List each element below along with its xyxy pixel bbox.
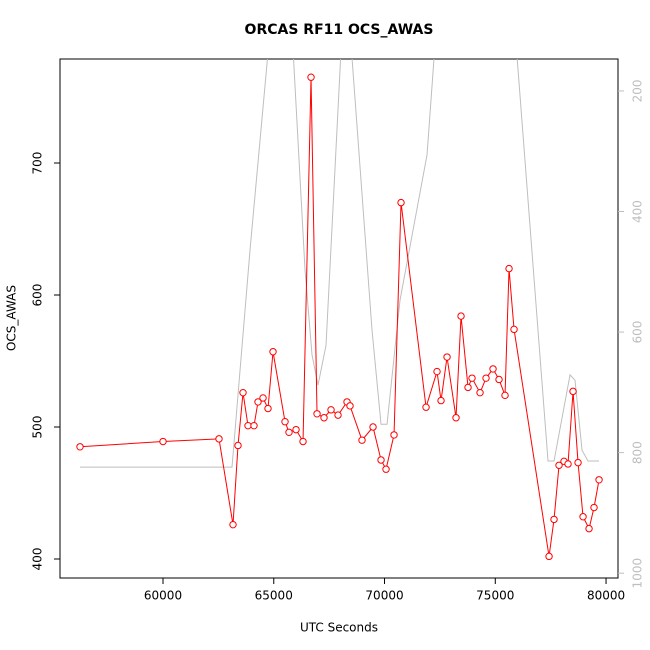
data-point	[579, 513, 587, 521]
data-point	[476, 388, 484, 397]
data-point	[457, 312, 465, 320]
data-point	[590, 503, 598, 512]
data-point	[574, 458, 582, 467]
data-point	[244, 421, 252, 430]
data-point	[443, 353, 451, 361]
data-point	[545, 552, 553, 561]
y-axis-label: OCS_AWAS	[5, 285, 19, 351]
y2-tick-label: 200	[631, 79, 645, 102]
data-point	[510, 325, 518, 334]
y2-tick-label: 800	[631, 441, 645, 464]
data-point	[346, 402, 354, 410]
x-tick-label: 65000	[255, 589, 293, 603]
data-point	[281, 418, 289, 426]
data-point	[358, 436, 366, 444]
data-point	[422, 403, 430, 411]
data-point	[285, 428, 293, 436]
data-point	[299, 437, 307, 446]
y-tick-label: 400	[31, 548, 45, 571]
data-point	[489, 365, 497, 373]
data-point	[239, 388, 247, 397]
data-point	[550, 515, 558, 524]
x-tick-label: 70000	[365, 589, 403, 603]
plot-frame	[59, 58, 619, 579]
x-tick-label: 80000	[587, 589, 625, 603]
data-point	[334, 411, 342, 419]
data-point	[452, 414, 460, 422]
data-point	[292, 425, 300, 434]
chart-title: ORCAS RF11 OCS_AWAS	[245, 22, 434, 38]
y2-tick-label: 400	[631, 200, 645, 223]
data-point	[369, 423, 377, 431]
data-point	[382, 465, 390, 473]
y-tick-label: 500	[31, 416, 45, 439]
y-tick-label: 600	[31, 284, 45, 307]
data-point	[234, 441, 242, 450]
data-point	[505, 264, 513, 273]
data-point	[495, 375, 503, 384]
data-point	[433, 367, 441, 376]
data-point	[437, 396, 445, 405]
data-point	[482, 374, 490, 382]
plot-area	[76, 59, 603, 561]
data-point	[264, 404, 272, 413]
data-point	[501, 391, 509, 400]
data-point	[595, 476, 603, 484]
data-point	[307, 73, 315, 81]
data-point	[229, 520, 237, 529]
data-point	[327, 406, 335, 414]
data-point	[159, 437, 167, 446]
data-point	[468, 374, 476, 382]
data-point	[76, 443, 84, 451]
data-point	[313, 410, 321, 418]
data-point	[377, 456, 385, 464]
data-point	[564, 460, 572, 468]
data-point	[569, 387, 577, 396]
data-point	[397, 198, 405, 207]
data-point	[254, 398, 262, 406]
x-tick-label: 75000	[476, 589, 514, 603]
y2-tick-label: 1000	[631, 558, 645, 589]
data-point	[250, 421, 258, 430]
data-line	[80, 59, 600, 468]
x-tick-label: 60000	[144, 589, 182, 603]
data-point	[320, 414, 328, 422]
data-point	[390, 431, 398, 439]
data-point	[585, 524, 593, 533]
y2-tick-label: 600	[631, 321, 645, 344]
x-axis-label: UTC Seconds	[300, 621, 378, 635]
data-line	[79, 77, 600, 557]
data-point	[464, 383, 472, 392]
data-point	[259, 394, 267, 402]
data-point	[555, 461, 563, 469]
data-point	[215, 435, 223, 443]
data-point	[269, 348, 277, 356]
y-tick-label: 700	[31, 152, 45, 175]
